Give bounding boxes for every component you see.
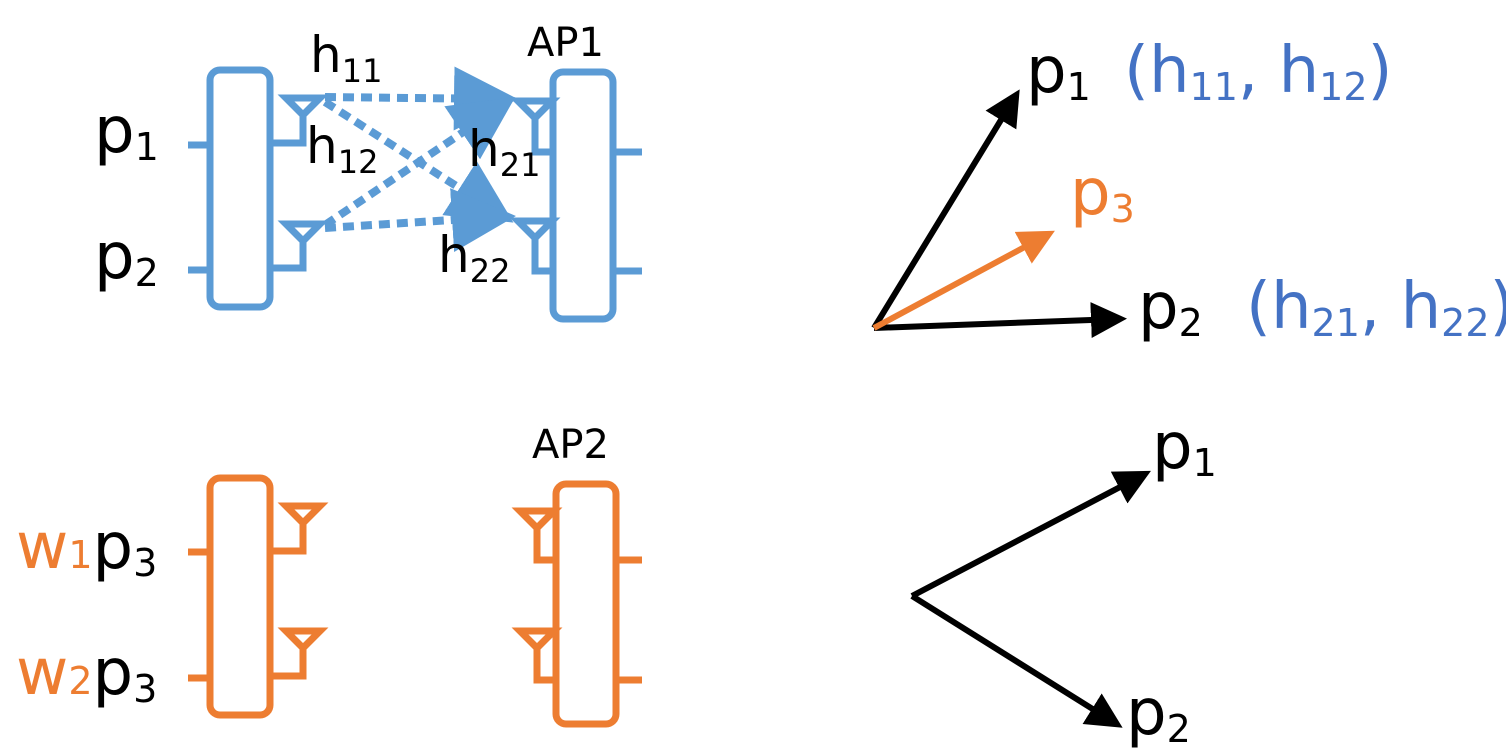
top-vector-p2-coord-close: ) [1490, 270, 1506, 344]
top-vector-p1-base: p [1026, 34, 1067, 108]
top-vector-diagram [871, 89, 1127, 338]
bottom-tx-antenna2-head [277, 627, 329, 653]
bottom-transmitter [188, 474, 329, 719]
bottom-input2-sub: 3 [133, 667, 157, 711]
top-vector-p2-sub: 2 [1179, 301, 1203, 345]
bottom-vector-p2-sub: 2 [1167, 707, 1191, 749]
top-vector-p2-coord-b: 22 [1441, 301, 1489, 345]
h21-base: h [468, 120, 500, 178]
top-vector-p2-coord-open: (h [1246, 270, 1312, 344]
bottom-input1-sub: 3 [133, 541, 157, 585]
ap1-antenna1-head [509, 97, 561, 123]
h11-label: h11 [310, 26, 382, 90]
bottom-input1-label: w1p3 [16, 510, 157, 585]
bottom-receiver-ap2 [511, 480, 642, 728]
bottom-vector-p2-label: p2 [1126, 676, 1191, 749]
bottom-vector-p1-base: p [1152, 410, 1193, 484]
ap2-antenna2-head [511, 627, 563, 653]
top-tx-antenna2-head [277, 220, 329, 246]
top-tx-box [206, 66, 274, 311]
vector-p3-top [872, 230, 1055, 331]
bottom-tx-box [206, 474, 274, 719]
ap1-antenna1 [531, 118, 553, 156]
h22-label: h22 [438, 226, 510, 290]
h11-sub: 11 [342, 52, 383, 90]
top-tx-antenna1 [270, 115, 307, 147]
vector-p1-top [871, 89, 1020, 330]
top-input2-base: p [94, 220, 135, 294]
bottom-vector-p1-sub: 1 [1193, 441, 1217, 485]
top-input2-label: p2 [94, 220, 159, 295]
vector-p1-bottom [910, 470, 1151, 599]
bottom-tx-antenna1 [270, 523, 307, 555]
top-vector-p1-coord-close: ) [1368, 34, 1393, 108]
top-vector-p2-coord-a: 21 [1312, 301, 1360, 345]
ap2-label: AP2 [532, 422, 609, 468]
h12-base: h [306, 117, 338, 175]
h12-label: h12 [306, 117, 378, 181]
top-vector-p1-coord-open: (h [1124, 34, 1190, 108]
ap1-label: AP1 [527, 20, 604, 66]
channel-link-h11 [324, 66, 518, 131]
top-vector-p3-label: p3 [1070, 156, 1135, 231]
vector-p2-top [873, 302, 1127, 338]
bottom-input2-weight: w [16, 636, 68, 710]
bottom-input2-weight-sub: 2 [68, 659, 92, 703]
bottom-input2-label: w2p3 [16, 636, 157, 711]
top-input1-sub: 1 [135, 125, 159, 169]
bottom-tx-antenna1-head [277, 502, 329, 528]
channel-links [322, 66, 518, 252]
ap2-antenna1 [533, 528, 556, 564]
h21-label: h21 [468, 120, 540, 184]
top-vector-p1-coord-mid: , h [1238, 34, 1319, 108]
top-vector-p1-coord-b: 12 [1319, 65, 1367, 109]
top-transmitter [188, 66, 329, 311]
h11-base: h [310, 26, 342, 84]
bottom-input2-base: p [93, 636, 134, 710]
h22-base: h [438, 226, 470, 284]
top-vector-p2-base: p [1138, 270, 1179, 344]
bottom-input1-weight-sub: 1 [68, 533, 92, 577]
top-vector-p1-label: p1 [1026, 34, 1091, 109]
channel-link-h22 [324, 188, 516, 252]
bottom-vector-diagram [910, 470, 1151, 728]
top-vector-p2-label: p2 [1138, 270, 1203, 345]
top-vector-p2-coord: (h21, h22) [1246, 270, 1506, 345]
bottom-vector-p2-base: p [1126, 676, 1167, 749]
ap1-antenna2-head [509, 217, 561, 243]
bottom-vector-p1-label: p1 [1152, 410, 1217, 485]
ap2-antenna2 [533, 648, 556, 684]
top-input2-sub: 2 [135, 251, 159, 295]
top-tx-antenna2 [270, 240, 307, 272]
top-receiver-ap1 [509, 68, 642, 323]
top-vector-p2-coord-mid: , h [1360, 270, 1441, 344]
ap1-antenna2 [531, 238, 553, 275]
top-vector-p3-base: p [1070, 156, 1111, 230]
bottom-input1-weight: w [16, 510, 68, 584]
top-vector-p1-coord: (h11, h12) [1124, 34, 1392, 109]
bottom-input1-base: p [93, 510, 134, 584]
top-input1-label: p1 [94, 94, 159, 169]
ap2-antenna1-head [511, 507, 563, 533]
top-vector-p1-coord-a: 11 [1190, 65, 1238, 109]
top-vector-p3-sub: 3 [1111, 187, 1135, 231]
top-vector-p1-sub: 1 [1067, 65, 1091, 109]
bottom-tx-antenna2 [270, 648, 307, 680]
ap1-box [549, 68, 617, 323]
ap2-box [552, 480, 620, 728]
h21-sub: 21 [500, 146, 541, 184]
h22-sub: 22 [470, 252, 511, 290]
vector-p2-bottom [910, 593, 1123, 728]
h12-sub: 12 [338, 143, 379, 181]
top-tx-antenna1-head [277, 94, 329, 120]
top-input1-base: p [94, 94, 135, 168]
